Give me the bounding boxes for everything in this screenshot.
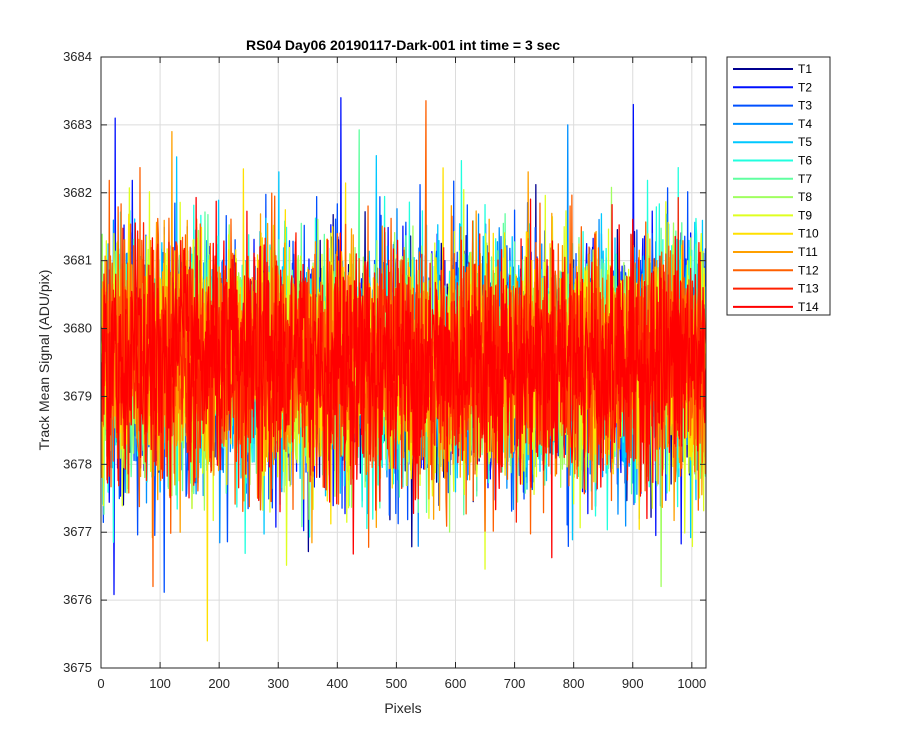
legend: T1 T2 T3 T4 T5 T6 T7 T8 T9 T10 T11 T12 T13 T14 bbox=[726, 56, 831, 316]
y-tick-label: 3684 bbox=[63, 49, 92, 64]
chart-title: RS04 Day06 20190117-Dark-001 int time = … bbox=[246, 37, 560, 53]
y-tick-label: 3683 bbox=[63, 117, 92, 132]
legend-label-t13: T13 bbox=[798, 282, 819, 296]
axis-ticks: 0 100 200 300 400 500 600 700 800 900 1000 3675 3676… bbox=[63, 49, 706, 691]
x-tick-label: 600 bbox=[445, 676, 467, 691]
legend-label-t12: T12 bbox=[798, 263, 819, 277]
x-tick-label: 300 bbox=[267, 676, 289, 691]
legend-label-t8: T8 bbox=[798, 190, 812, 204]
x-tick-label: 700 bbox=[504, 676, 526, 691]
x-tick-label: 900 bbox=[622, 676, 644, 691]
y-tick-label: 3679 bbox=[63, 388, 92, 403]
y-tick-label: 3677 bbox=[63, 524, 92, 539]
y-tick-label: 3681 bbox=[63, 253, 92, 268]
x-tick-label: 1000 bbox=[677, 676, 706, 691]
legend-box bbox=[726, 56, 831, 316]
legend-label-t1: T1 bbox=[798, 62, 812, 76]
x-tick-label: 500 bbox=[386, 676, 408, 691]
y-tick-label: 3678 bbox=[63, 456, 92, 471]
y-tick-label: 3676 bbox=[63, 592, 92, 607]
y-tick-label: 3675 bbox=[63, 660, 92, 675]
y-tick-label: 3682 bbox=[63, 185, 92, 200]
y-axis-label: Track Mean Signal (ADU/pix) bbox=[36, 270, 52, 451]
x-tick-label: 400 bbox=[326, 676, 348, 691]
y-tick-label: 3680 bbox=[63, 321, 92, 336]
legend-label-t4: T4 bbox=[798, 117, 812, 131]
x-tick-label: 200 bbox=[208, 676, 230, 691]
series-lines bbox=[101, 97, 706, 642]
legend-label-t2: T2 bbox=[798, 80, 812, 94]
legend-label-t11: T11 bbox=[798, 245, 818, 259]
x-axis-label: Pixels bbox=[384, 700, 421, 716]
x-tick-label: 0 bbox=[97, 676, 104, 691]
plot-frame bbox=[100, 56, 707, 669]
legend-label-t5: T5 bbox=[798, 135, 812, 149]
x-tick-label: 100 bbox=[149, 676, 171, 691]
series-line-t14 bbox=[101, 196, 706, 559]
legend-label-t3: T3 bbox=[798, 99, 812, 113]
legend-label-t10: T10 bbox=[798, 227, 819, 241]
legend-label-t14: T14 bbox=[798, 300, 819, 314]
legend-label-t7: T7 bbox=[798, 172, 812, 186]
legend-label-t9: T9 bbox=[798, 208, 812, 222]
x-tick-label: 800 bbox=[563, 676, 585, 691]
legend-label-t6: T6 bbox=[798, 154, 812, 168]
